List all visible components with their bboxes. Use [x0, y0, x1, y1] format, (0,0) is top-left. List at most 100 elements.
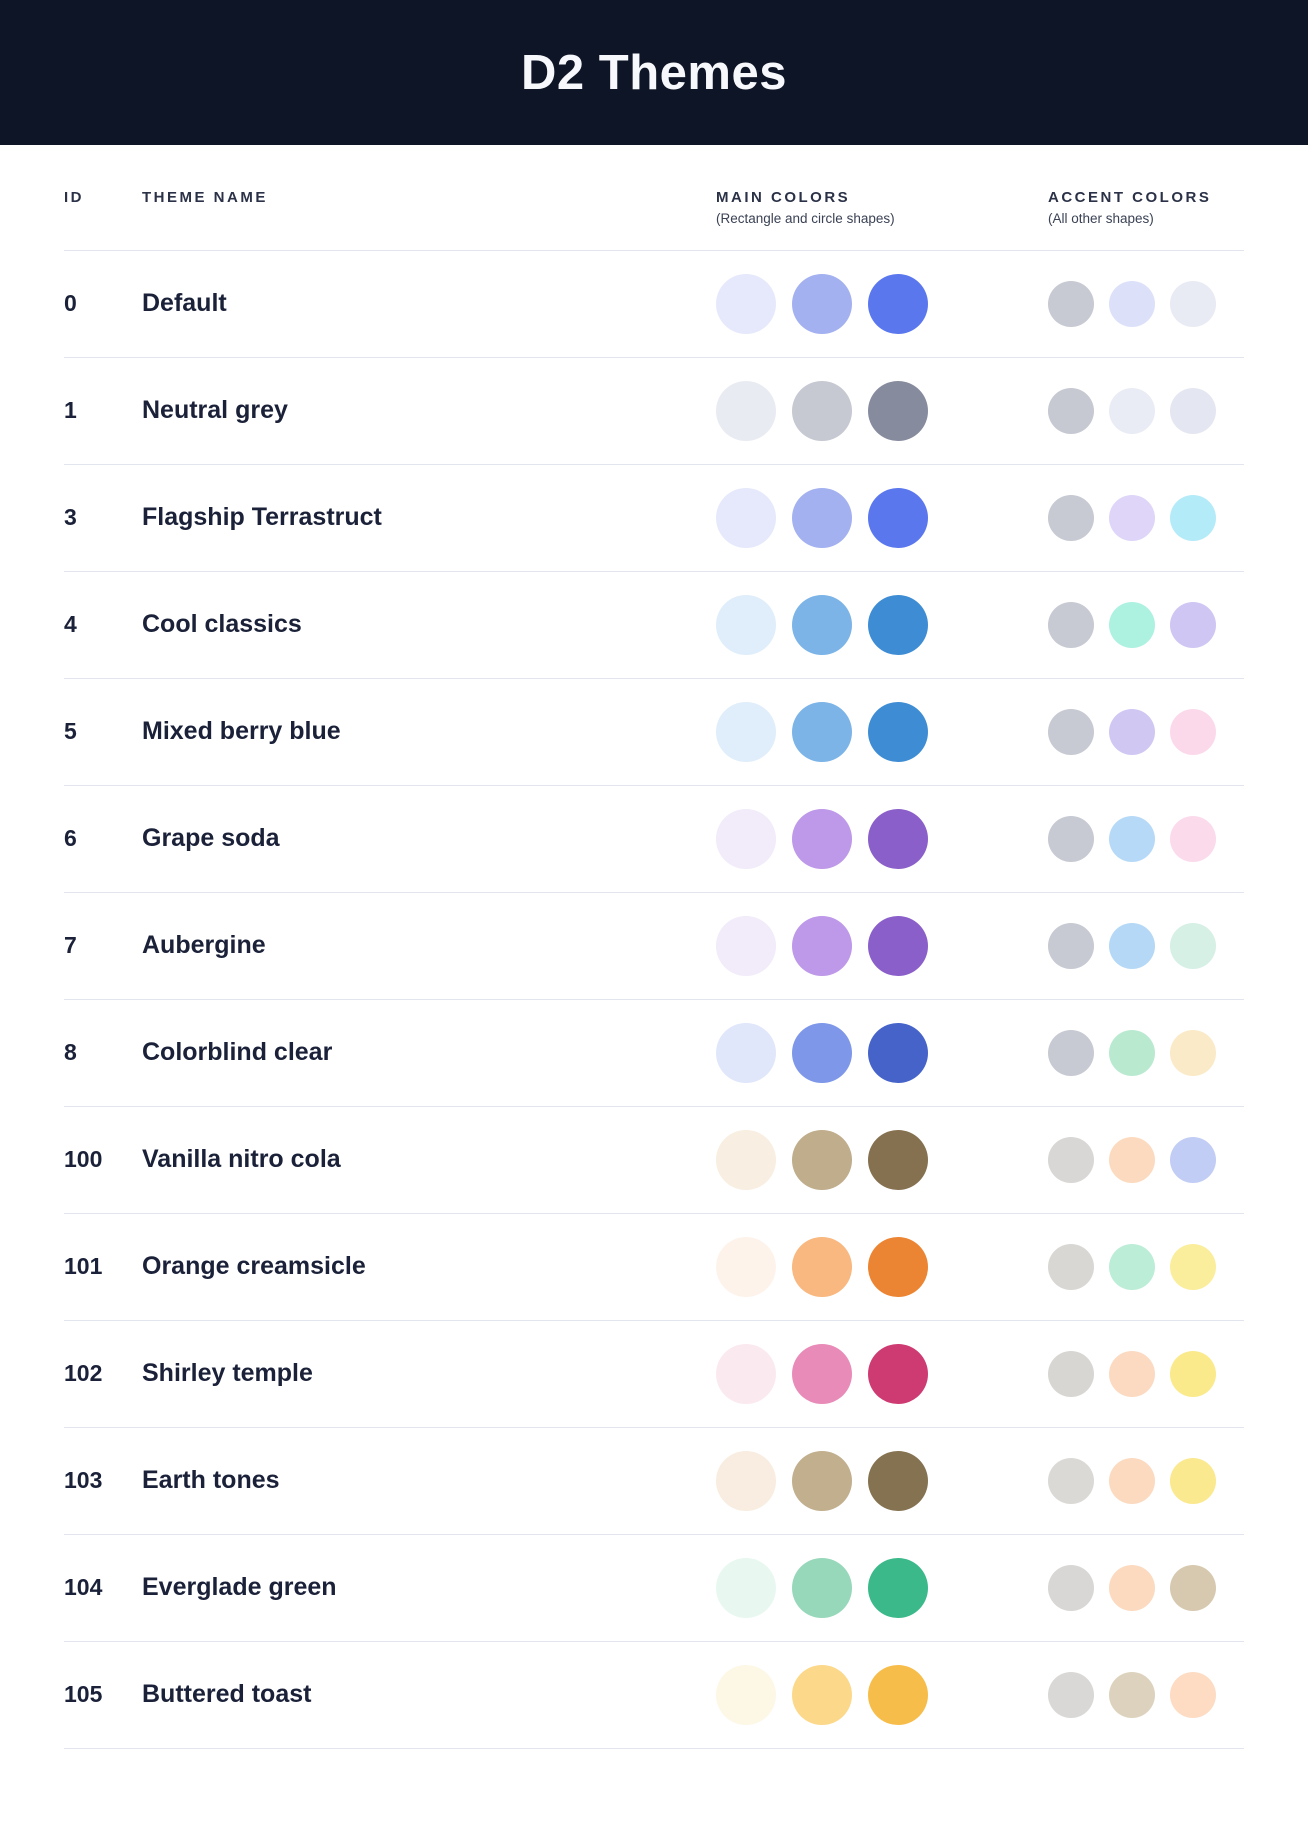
accent-color-swatch: [1048, 494, 1094, 541]
main-color-swatch: [868, 1450, 928, 1511]
main-colors-column-label: MAIN COLORS: [716, 189, 851, 206]
main-color-swatch: [868, 1557, 928, 1618]
main-color-swatch: [716, 1664, 776, 1725]
main-colors-group: [716, 1557, 1048, 1618]
main-color-swatch: [792, 701, 852, 762]
main-color-swatch: [868, 808, 928, 869]
theme-name-column-label: THEME NAME: [142, 189, 268, 206]
column-header-main-colors: MAIN COLORS (Rectangle and circle shapes…: [716, 189, 1048, 228]
page-title: D2 Themes: [521, 45, 787, 100]
table-row: 103 Earth tones: [64, 1428, 1244, 1535]
accent-colors-group: [1048, 494, 1244, 541]
accent-colors-group: [1048, 601, 1244, 648]
accent-color-swatch: [1109, 1350, 1155, 1397]
accent-color-swatch: [1109, 601, 1155, 648]
accent-color-swatch: [1048, 387, 1094, 434]
accent-color-swatch: [1048, 1457, 1094, 1504]
accent-color-swatch: [1109, 1457, 1155, 1504]
main-color-swatch: [716, 1129, 776, 1190]
main-color-swatch: [868, 1236, 928, 1297]
column-header-accent-colors: ACCENT COLORS (All other shapes): [1048, 189, 1244, 228]
theme-name: Aubergine: [142, 931, 266, 960]
theme-name: Grape soda: [142, 824, 280, 853]
table-body: 0 Default 1 Neutral grey 3 Flagship Terr…: [64, 251, 1244, 1749]
theme-name: Shirley temple: [142, 1359, 313, 1388]
main-colors-group: [716, 1343, 1048, 1404]
accent-colors-group: [1048, 1243, 1244, 1290]
main-color-swatch: [792, 915, 852, 976]
accent-color-swatch: [1170, 280, 1216, 327]
table-row: 104 Everglade green: [64, 1535, 1244, 1642]
accent-color-swatch: [1170, 708, 1216, 755]
main-color-swatch: [792, 380, 852, 441]
theme-name: Buttered toast: [142, 1680, 312, 1709]
theme-id: 101: [64, 1253, 103, 1280]
main-color-swatch: [792, 273, 852, 334]
main-color-swatch: [716, 1236, 776, 1297]
main-colors-group: [716, 701, 1048, 762]
main-color-swatch: [792, 1236, 852, 1297]
main-color-swatch: [868, 1022, 928, 1083]
accent-color-swatch: [1170, 815, 1216, 862]
table-row: 5 Mixed berry blue: [64, 679, 1244, 786]
main-colors-column-subtitle: (Rectangle and circle shapes): [716, 211, 895, 226]
header-band: D2 Themes: [0, 0, 1308, 145]
theme-id: 1: [64, 397, 77, 424]
table-row: 4 Cool classics: [64, 572, 1244, 679]
main-color-swatch: [716, 1343, 776, 1404]
theme-name: Flagship Terrastruct: [142, 503, 382, 532]
theme-id: 102: [64, 1360, 103, 1387]
theme-id: 4: [64, 611, 77, 638]
accent-color-swatch: [1109, 280, 1155, 327]
accent-color-swatch: [1170, 1564, 1216, 1611]
accent-color-swatch: [1170, 1136, 1216, 1183]
accent-color-swatch: [1109, 815, 1155, 862]
accent-color-swatch: [1109, 494, 1155, 541]
main-color-swatch: [868, 1664, 928, 1725]
main-colors-group: [716, 273, 1048, 334]
theme-id: 0: [64, 290, 77, 317]
accent-color-swatch: [1109, 1671, 1155, 1718]
main-color-swatch: [868, 701, 928, 762]
main-color-swatch: [792, 1664, 852, 1725]
accent-colors-column-label: ACCENT COLORS: [1048, 189, 1212, 206]
theme-id: 105: [64, 1681, 103, 1708]
table-row: 7 Aubergine: [64, 893, 1244, 1000]
table-row: 6 Grape soda: [64, 786, 1244, 893]
theme-name: Everglade green: [142, 1573, 337, 1602]
accent-color-swatch: [1109, 708, 1155, 755]
accent-color-swatch: [1170, 1350, 1216, 1397]
accent-colors-group: [1048, 1457, 1244, 1504]
column-header-id: ID: [64, 189, 142, 207]
accent-color-swatch: [1048, 922, 1094, 969]
accent-colors-group: [1048, 280, 1244, 327]
theme-id: 103: [64, 1467, 103, 1494]
theme-name: Colorblind clear: [142, 1038, 333, 1067]
main-color-swatch: [716, 1557, 776, 1618]
main-colors-group: [716, 380, 1048, 441]
accent-colors-group: [1048, 708, 1244, 755]
accent-color-swatch: [1170, 1457, 1216, 1504]
main-color-swatch: [868, 915, 928, 976]
theme-name: Cool classics: [142, 610, 302, 639]
accent-color-swatch: [1048, 708, 1094, 755]
main-color-swatch: [716, 1022, 776, 1083]
accent-colors-group: [1048, 1029, 1244, 1076]
accent-color-swatch: [1109, 1029, 1155, 1076]
accent-color-swatch: [1048, 815, 1094, 862]
accent-colors-group: [1048, 1350, 1244, 1397]
main-colors-group: [716, 1022, 1048, 1083]
main-color-swatch: [868, 380, 928, 441]
accent-color-swatch: [1048, 1136, 1094, 1183]
table-row: 3 Flagship Terrastruct: [64, 465, 1244, 572]
theme-name: Neutral grey: [142, 396, 288, 425]
table-header-row: ID THEME NAME MAIN COLORS (Rectangle and…: [64, 145, 1244, 251]
main-color-swatch: [716, 1450, 776, 1511]
main-colors-group: [716, 1129, 1048, 1190]
main-color-swatch: [792, 1343, 852, 1404]
theme-id: 104: [64, 1574, 103, 1601]
theme-name: Earth tones: [142, 1466, 280, 1495]
main-color-swatch: [868, 273, 928, 334]
accent-colors-column-subtitle: (All other shapes): [1048, 211, 1154, 226]
main-color-swatch: [792, 594, 852, 655]
